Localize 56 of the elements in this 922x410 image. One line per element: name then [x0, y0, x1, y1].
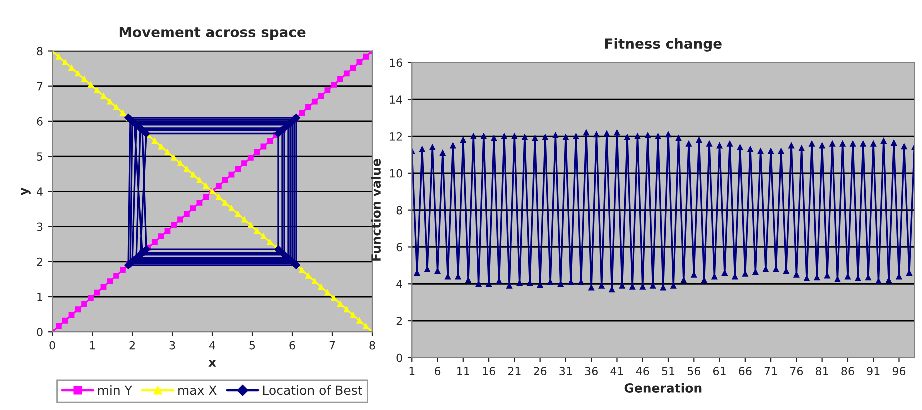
x-tick-label: 8	[370, 341, 376, 350]
x-tick-label: 96	[892, 367, 906, 376]
x-tick-label: 46	[636, 367, 650, 376]
y-tick-label: 12	[390, 132, 402, 141]
y-tick-label: 5	[37, 152, 43, 161]
x-tick-label: 86	[842, 367, 854, 376]
x-tick-label: 66	[739, 367, 752, 376]
chart-title: Movement across space	[120, 27, 306, 40]
x-tick-label: 51	[662, 367, 675, 376]
y-tick-label: 14	[390, 96, 402, 104]
x-tick-label: 2	[130, 341, 135, 350]
legend-label: min Y	[98, 385, 132, 395]
y-tick-label: 6	[37, 117, 43, 126]
x-tick-label: 76	[790, 367, 804, 376]
legend-label: max X	[178, 386, 217, 396]
x-axis-title: Generation	[624, 383, 702, 393]
x-tick-label: 41	[610, 367, 624, 376]
x-tick-label: 6	[290, 341, 296, 350]
y-tick-label: 8	[37, 47, 43, 56]
x-tick-label: 71	[764, 367, 778, 376]
x-tick-label: 36	[585, 367, 598, 376]
x-tick-label: 31	[560, 367, 572, 376]
x-tick-label: 21	[508, 367, 521, 376]
y-tick-label: 4	[37, 188, 43, 196]
legend-label: Location of Best	[263, 385, 362, 396]
x-tick-label: 16	[483, 367, 496, 376]
y-tick-label: 16	[390, 58, 402, 68]
y-tick-label: 2	[396, 317, 402, 326]
x-tick-label: 61	[713, 367, 726, 376]
x-tick-label: 91	[867, 367, 880, 376]
y-tick-label: 2	[37, 258, 42, 266]
x-tick-label: 5	[250, 341, 256, 350]
y-tick-label: 1	[38, 293, 42, 302]
x-tick-label: 1	[90, 341, 96, 350]
y-tick-label: 7	[37, 82, 43, 91]
x-tick-label: 1	[410, 367, 415, 376]
x-tick-label: 7	[330, 341, 336, 350]
y-tick-label: 6	[396, 243, 402, 252]
y-tick-label: 8	[396, 206, 402, 215]
y-axis-title: y	[21, 188, 31, 196]
x-tick-label: 81	[816, 367, 828, 376]
y-tick-label: 10	[390, 169, 402, 178]
x-tick-label: 3	[170, 341, 176, 350]
y-tick-label: 4	[396, 280, 402, 288]
y-tick-label: 0	[37, 328, 43, 336]
x-tick-label: 26	[534, 367, 547, 376]
y-tick-label: 0	[396, 354, 402, 362]
x-tick-label: 11	[458, 367, 470, 376]
y-axis-title: Function value	[371, 159, 381, 261]
x-tick-label: 6	[435, 367, 441, 376]
chart-title: Fitness change	[606, 38, 722, 52]
x-tick-label: 56	[688, 367, 701, 376]
x-tick-label: 0	[50, 341, 56, 350]
x-axis-title: x	[208, 360, 216, 367]
x-tick-label: 4	[210, 341, 216, 350]
y-tick-label: 3	[37, 222, 43, 232]
